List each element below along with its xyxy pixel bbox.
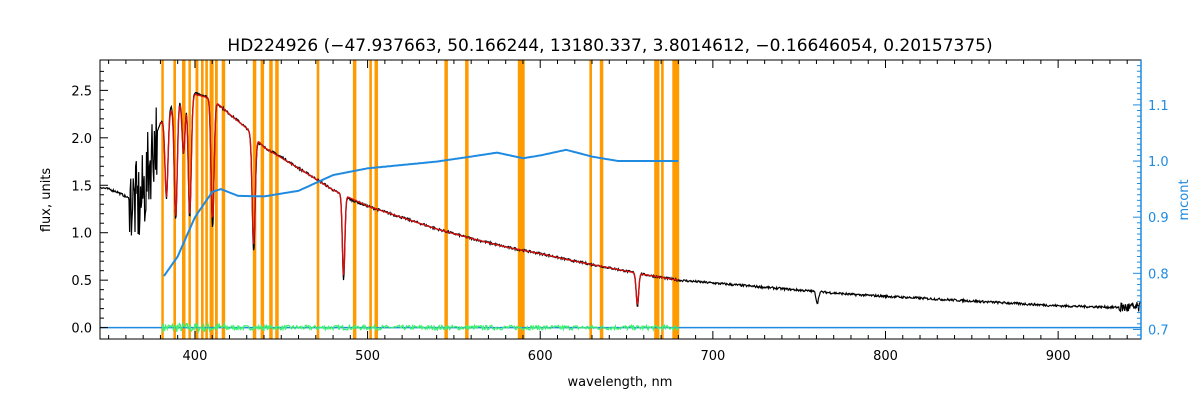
x-tick-label: 500 [355, 349, 380, 364]
y2-tick-label: 1.0 [1148, 155, 1169, 170]
y2-tick-label: 0.7 [1148, 323, 1169, 338]
model-series [159, 93, 679, 306]
mask-band-14 [316, 60, 320, 339]
y-tick-label: 1.0 [71, 227, 92, 242]
mask-band-2 [182, 60, 186, 339]
y-tick-label: 2.5 [71, 84, 92, 99]
mask-bands [161, 60, 680, 339]
axes: 400 500 600 700 800 900 0.0 0.5 1.0 1.5 2.0 2.5 0.7 0… [71, 60, 1169, 364]
mask-band-22 [599, 60, 604, 339]
mask-band-17 [374, 60, 378, 339]
y-tick-label: 0.0 [71, 322, 92, 337]
plot-area [99, 91, 1141, 335]
mask-band-25 [672, 60, 680, 339]
y-tick-label: 0.5 [71, 274, 92, 289]
mask-band-24 [661, 60, 664, 339]
mcont-series [163, 148, 679, 277]
y2-tick-label: 0.9 [1148, 211, 1169, 226]
x-axis-label: wavelength, nm [568, 375, 673, 390]
x-tick-label: 900 [1046, 349, 1071, 364]
mask-band-16 [369, 60, 372, 339]
mask-band-23 [654, 60, 660, 339]
mask-band-12 [269, 60, 273, 339]
mask-band-13 [275, 60, 279, 339]
mask-band-5 [201, 60, 204, 339]
mask-band-21 [589, 60, 592, 339]
mask-band-4 [195, 60, 199, 339]
mask-band-0 [161, 60, 164, 339]
y-axis-label: flux, units [39, 168, 54, 233]
mask-band-19 [465, 60, 469, 339]
y2-axis-label: mcont [1177, 179, 1192, 220]
mask-band-11 [260, 60, 265, 339]
x-tick-label: 700 [700, 349, 725, 364]
y-tick-label: 2.0 [71, 132, 92, 147]
residual-series [161, 321, 679, 335]
y-tick-label: 1.5 [71, 179, 92, 194]
y2-tick-label: 1.1 [1148, 99, 1169, 114]
x-tick-label: 800 [873, 349, 898, 364]
mask-band-18 [444, 60, 448, 339]
chart-title: HD224926 (−47.937663, 50.166244, 13180.3… [227, 36, 992, 56]
x-tick-label: 400 [183, 349, 208, 364]
x-tick-label: 600 [528, 349, 553, 364]
y2-tick-label: 0.8 [1148, 267, 1169, 282]
mask-band-20 [517, 60, 525, 339]
mask-band-9 [221, 60, 226, 339]
mask-band-8 [215, 60, 218, 339]
